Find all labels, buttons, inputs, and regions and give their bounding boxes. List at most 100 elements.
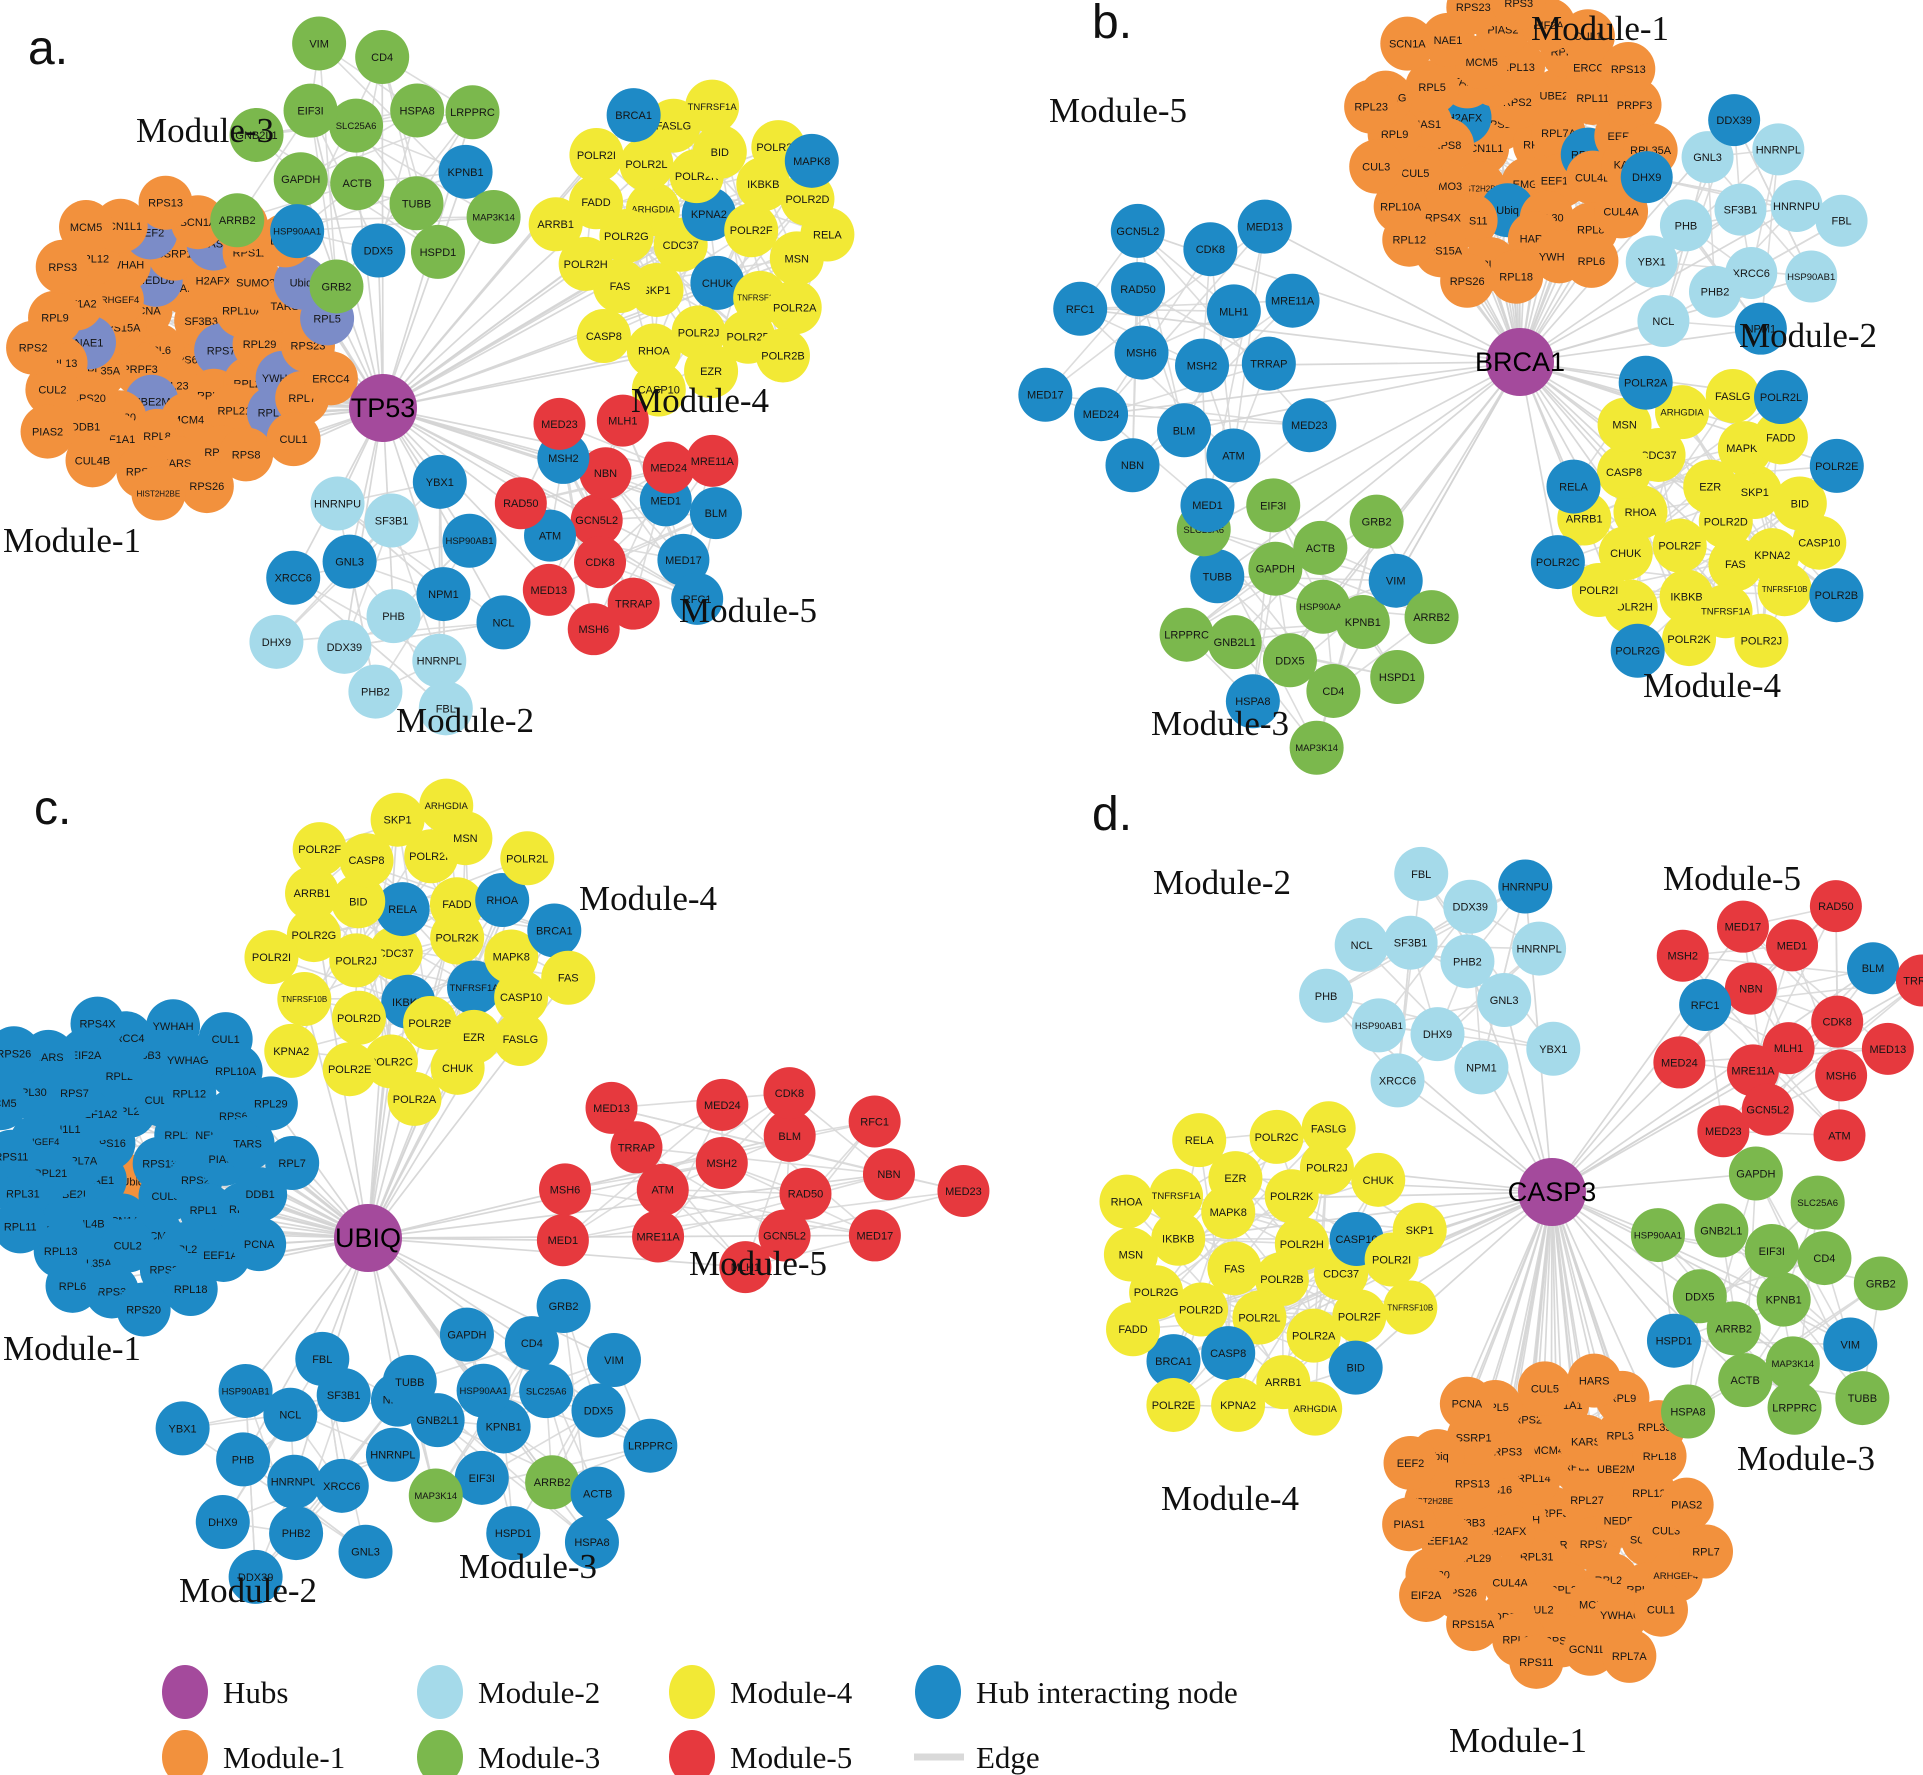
node-POLR2I: POLR2I (569, 127, 624, 182)
node-BID: BID (692, 124, 747, 179)
node-YWHAH: YWHAH (146, 999, 201, 1054)
edge (657, 1173, 890, 1238)
node-CDK8: CDK8 (1183, 222, 1238, 277)
node-MSH6: MSH6 (539, 1163, 592, 1216)
node-DDX39: DDX39 (1443, 879, 1498, 934)
node-SKP1: SKP1 (1392, 1202, 1447, 1257)
node-EIF2A: EIF2A (1399, 1567, 1454, 1622)
node-BID: BID (1328, 1340, 1383, 1395)
node-DDX39: DDX39 (1708, 94, 1761, 147)
node-TUBB: TUBB (1835, 1371, 1890, 1426)
node-MED1: MED1 (1180, 478, 1235, 533)
node-HNRNPL: HNRNPL (365, 1427, 420, 1482)
node-CUL1: CUL1 (266, 412, 321, 467)
node-TRRAP: TRRAP (1241, 336, 1296, 391)
node-SKP1: SKP1 (370, 792, 425, 847)
legend-label: Hubs (223, 1675, 288, 1710)
node-MED23: MED23 (937, 1165, 990, 1218)
hub-edge (309, 110, 384, 409)
node-HSP90AB1: HSP90AB1 (1785, 250, 1838, 303)
node-EIF3I: EIF3I (283, 83, 338, 138)
node-HNRNPU: HNRNPU (267, 1454, 322, 1509)
node-LRPPRC: LRPPRC (1159, 607, 1214, 662)
module-label: Module-2 (1153, 863, 1291, 902)
module-label: Module-1 (1531, 9, 1669, 48)
node-MED13: MED13 (522, 563, 575, 616)
node-YBX1: YBX1 (1625, 235, 1678, 288)
node-GNL3: GNL3 (322, 534, 377, 589)
panel-letter: a. (28, 22, 68, 75)
edge (374, 540, 471, 693)
node-PCNA: PCNA (1439, 1376, 1494, 1431)
node-MED23: MED23 (1697, 1105, 1750, 1158)
node-MED23: MED23 (533, 397, 586, 450)
hub-edge (1216, 361, 1521, 577)
node-BRCA1: BRCA1 (606, 88, 661, 143)
hub-node-BRCA1: BRCA1 (1475, 328, 1565, 396)
node-FASLG: FASLG (1301, 1101, 1356, 1156)
node-PIAS2: PIAS2 (1659, 1477, 1714, 1532)
hub-label: CASP3 (1508, 1177, 1597, 1207)
node-RHOA: RHOA (1099, 1174, 1154, 1229)
edge (1397, 948, 1540, 1081)
module-label: Module-4 (1161, 1479, 1299, 1518)
node-POLR2A: POLR2A (767, 280, 822, 335)
node-XRCC6: XRCC6 (266, 550, 321, 605)
node-CHUK: CHUK (1351, 1152, 1406, 1207)
node-MAPK8: MAPK8 (784, 133, 839, 188)
node-YBX1: YBX1 (1526, 1021, 1581, 1076)
hub-edge (367, 1237, 615, 1361)
node-HNRNPU: HNRNPU (1498, 859, 1553, 914)
node-DHX9: DHX9 (195, 1494, 250, 1549)
node-HARS: HARS (1567, 1353, 1622, 1408)
node-XRCC6: XRCC6 (1370, 1053, 1425, 1108)
legend-item-module-2: Module-2 (417, 1665, 600, 1719)
node-TNFRSF10B: TNFRSF10B (1757, 562, 1812, 617)
legend-label: Module-4 (730, 1675, 853, 1710)
node-CUL4B: CUL4B (65, 433, 120, 488)
legend: Hubs Module-1 Module-2 Module-3 Module-4 Modu… (162, 1665, 1238, 1775)
node-KPNB1: KPNB1 (438, 144, 493, 199)
node-DDX39: DDX39 (317, 619, 372, 674)
node-RAD50: RAD50 (494, 477, 547, 530)
legend-label: Module-1 (223, 1740, 345, 1775)
hub-label: UBIQ (335, 1223, 401, 1253)
hub-node-UBIQ: UBIQ (334, 1204, 402, 1272)
node-HNRNPL: HNRNPL (1512, 921, 1567, 976)
node-HSP90AA1: HSP90AA1 (456, 1363, 511, 1418)
hub-node-TP53: TP53 (349, 374, 417, 442)
node-KPNA2: KPNA2 (264, 1023, 319, 1078)
hub-edge (1100, 361, 1521, 416)
node-HSPA8: HSPA8 (390, 83, 445, 138)
node-POLR2E: POLR2E (1809, 438, 1864, 493)
node-MED1: MED1 (536, 1214, 589, 1267)
hub-edge (382, 171, 467, 409)
node-CUL3: CUL3 (1349, 139, 1404, 194)
node-FBL: FBL (1815, 194, 1868, 247)
hub-edge (1355, 1191, 1553, 1369)
node-RPL18: RPL18 (163, 1262, 218, 1317)
node-YBX1: YBX1 (412, 454, 467, 509)
hub-label: BRCA1 (1475, 347, 1565, 377)
node-ACTB: ACTB (1718, 1353, 1773, 1408)
edge (1080, 299, 1293, 310)
node-PIAS2: PIAS2 (20, 404, 75, 459)
hub-edge (1183, 361, 1521, 432)
node-TUBB: TUBB (389, 176, 444, 231)
legend-label: Module-3 (478, 1740, 600, 1775)
legend-swatch (417, 1665, 463, 1719)
node-MED23: MED23 (1282, 398, 1337, 453)
node-CUL1: CUL1 (1633, 1582, 1688, 1637)
node-POLR2C: POLR2C (1530, 535, 1585, 590)
node-BLM: BLM (1157, 403, 1212, 458)
node-MED17: MED17 (848, 1209, 901, 1262)
legend-swatch (162, 1665, 208, 1719)
node-SLC25A6: SLC25A6 (519, 1364, 574, 1419)
edge (1100, 362, 1270, 415)
node-CASP8: CASP8 (1201, 1326, 1256, 1381)
node-NCL: NCL (476, 595, 531, 650)
node-RPL23: RPL23 (1344, 79, 1399, 134)
node-RPL7: RPL7 (265, 1136, 320, 1191)
hub-edge (1551, 1069, 1754, 1193)
node-POLR2E: POLR2E (1146, 1377, 1201, 1432)
